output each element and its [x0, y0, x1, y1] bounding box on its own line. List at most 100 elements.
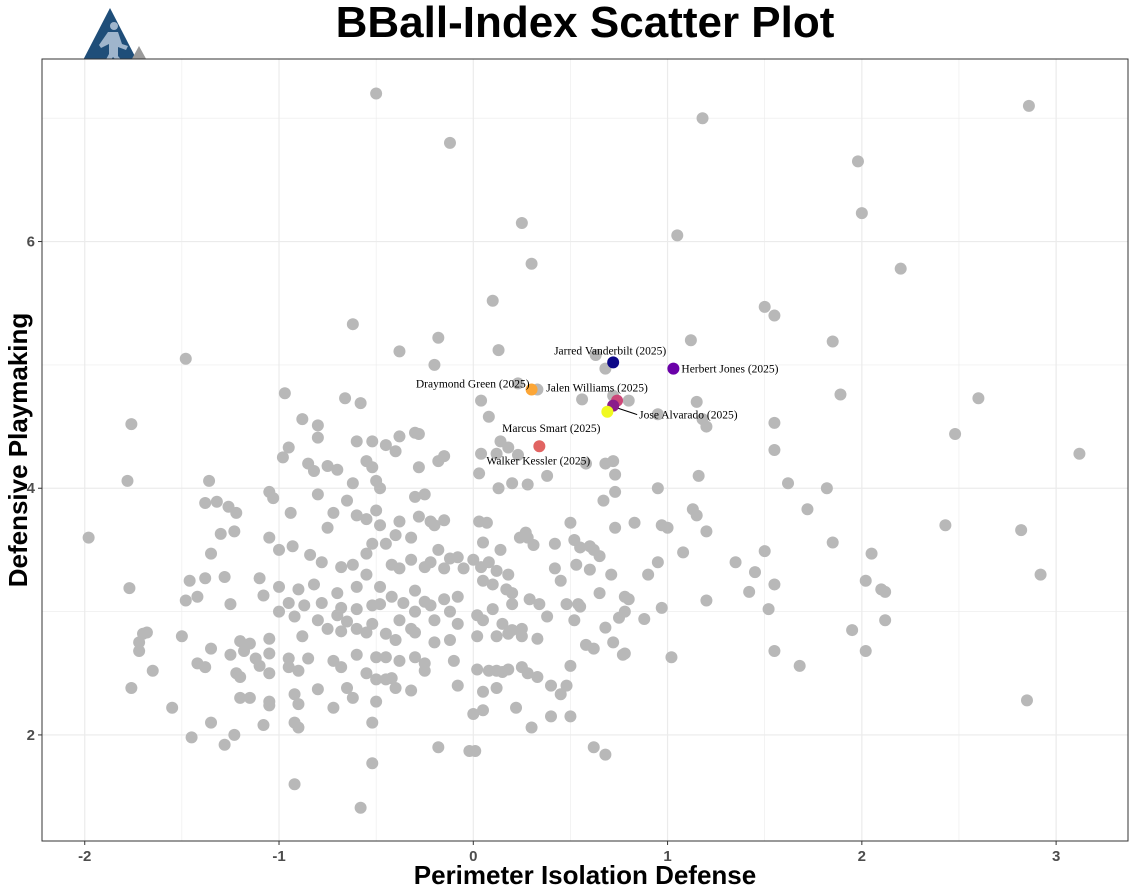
- scatter-point: [360, 667, 373, 680]
- scatter-point: [315, 596, 328, 609]
- scatter-point: [451, 679, 464, 692]
- scatter-point: [346, 558, 359, 571]
- scatter-point: [490, 682, 503, 695]
- scatter-point: [307, 464, 320, 477]
- scatter-point: [486, 603, 499, 616]
- scatter-point: [210, 495, 223, 508]
- scatter-point: [350, 603, 363, 616]
- scatter-point: [331, 587, 344, 600]
- scatter-point: [224, 648, 237, 661]
- scatter-point: [451, 617, 464, 630]
- scatter-point: [389, 445, 402, 458]
- scatter-point: [768, 416, 781, 429]
- scatter-point: [311, 431, 324, 444]
- y-tick-label: 2: [27, 727, 35, 744]
- scatter-point: [379, 651, 392, 664]
- scatter-point: [428, 614, 441, 627]
- scatter-point: [350, 509, 363, 522]
- scatter-point: [133, 645, 146, 658]
- scatter-point: [560, 679, 573, 692]
- scatter-point: [278, 387, 291, 400]
- x-tick-label: 0: [469, 848, 477, 865]
- scatter-point: [879, 585, 892, 598]
- scatter-point: [1034, 568, 1047, 581]
- scatter-point: [729, 556, 742, 569]
- point-annotation: Walker Kessler (2025): [486, 455, 590, 467]
- scatter-point: [273, 605, 286, 618]
- scatter-point: [533, 598, 546, 611]
- scatter-point: [486, 578, 499, 591]
- scatter-point: [273, 543, 286, 556]
- scatter-point: [467, 553, 480, 566]
- scatter-point: [599, 748, 612, 761]
- scatter-point: [671, 229, 684, 242]
- scatter-point: [354, 801, 367, 814]
- x-tick-label: 1: [663, 848, 671, 865]
- scatter-point: [253, 572, 266, 585]
- highlighted-point: [607, 356, 620, 369]
- scatter-point: [379, 627, 392, 640]
- scatter-point: [758, 300, 771, 313]
- scatter-point: [851, 155, 864, 168]
- scatter-point: [409, 651, 422, 664]
- scatter-point: [296, 413, 309, 426]
- scatter-point: [859, 645, 872, 658]
- scatter-point: [203, 474, 216, 487]
- scatter-point: [389, 529, 402, 542]
- scatter-point: [642, 568, 655, 581]
- scatter-point: [263, 699, 276, 712]
- x-tick-label: 3: [1052, 848, 1060, 865]
- scatter-point: [475, 447, 488, 460]
- scatter-point: [826, 335, 839, 348]
- scatter-point: [616, 648, 629, 661]
- x-tick-label: -1: [272, 848, 285, 865]
- scatter-point: [321, 622, 334, 635]
- scatter-point: [374, 598, 387, 611]
- scatter-point: [486, 294, 499, 307]
- highlighted-point: [525, 383, 538, 396]
- scatter-point: [506, 477, 519, 490]
- scatter-point: [589, 349, 602, 362]
- scatter-point: [315, 556, 328, 569]
- scatter-point: [477, 574, 490, 587]
- scatter-point: [593, 550, 606, 563]
- scatter-point: [282, 596, 295, 609]
- y-tick-label: 4: [27, 480, 36, 497]
- scatter-point: [424, 556, 437, 569]
- scatter-point: [243, 691, 256, 704]
- scatter-point: [587, 642, 600, 655]
- scatter-point: [370, 673, 383, 686]
- scatter-point: [879, 614, 892, 627]
- scatter-point: [574, 600, 587, 613]
- scatter-point: [477, 614, 490, 627]
- scatter-point: [230, 506, 243, 519]
- scatter-point: [758, 545, 771, 558]
- scatter-point: [121, 474, 134, 487]
- scatter-point: [335, 661, 348, 674]
- scatter-point: [199, 497, 212, 510]
- scatter-point: [506, 624, 519, 637]
- scatter-point: [762, 603, 775, 616]
- scatter-point: [492, 344, 505, 357]
- point-annotation: Jarred Vanderbilt (2025): [554, 345, 666, 357]
- y-axis-title: Defensive Playmaking: [3, 313, 33, 588]
- scatter-point: [525, 257, 538, 270]
- scatter-point: [341, 494, 354, 507]
- highlighted-point: [667, 362, 680, 375]
- scatter-point: [564, 516, 577, 529]
- scatter-point: [360, 547, 373, 560]
- scatter-point: [175, 630, 188, 643]
- minor-gridlines: [42, 59, 1128, 841]
- scatter-point: [502, 568, 515, 581]
- scatter-point: [480, 516, 493, 529]
- scatter-point: [327, 701, 340, 714]
- scatter-point: [350, 648, 363, 661]
- annotation-leader-lines: [616, 407, 638, 416]
- scatter-point: [331, 463, 344, 476]
- scatter-point: [574, 541, 587, 554]
- scatter-point: [123, 582, 136, 595]
- scatter-point: [583, 563, 596, 576]
- scatter-point: [389, 682, 402, 695]
- scatter-point: [263, 647, 276, 660]
